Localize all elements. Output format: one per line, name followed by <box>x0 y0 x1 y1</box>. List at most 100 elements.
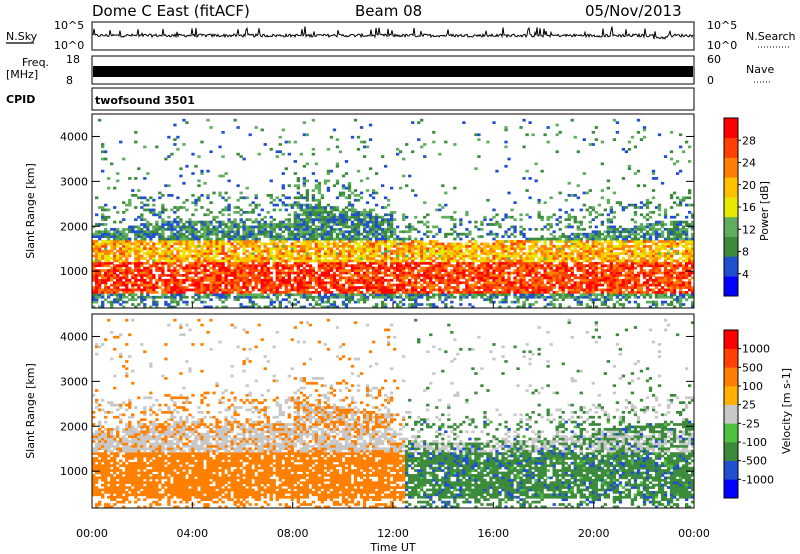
power-cell <box>534 252 538 255</box>
power-cell <box>152 298 156 302</box>
power-cell <box>179 298 183 302</box>
power-cell <box>377 244 382 248</box>
power-cell <box>104 261 108 265</box>
power-cell <box>549 286 553 289</box>
power-cell <box>134 305 138 309</box>
power-cell <box>155 247 159 251</box>
power-cell <box>362 242 367 246</box>
power-cell <box>510 208 514 212</box>
power-cell <box>287 254 291 258</box>
power-cell <box>368 249 373 253</box>
power-cell <box>426 242 430 246</box>
power-cell <box>326 223 331 226</box>
power-cell <box>305 293 310 297</box>
power-cell <box>161 208 165 212</box>
power-cell <box>540 286 544 289</box>
power-cell <box>314 247 319 251</box>
power-cell <box>377 249 382 253</box>
freq-series <box>93 66 693 77</box>
power-cell <box>107 271 111 275</box>
power-cell <box>290 257 294 260</box>
power-cell <box>362 140 367 144</box>
power-cell <box>558 281 562 285</box>
power-cell <box>317 249 322 253</box>
power-cell <box>182 295 186 299</box>
power-cell <box>591 283 595 287</box>
power-cell <box>212 215 216 219</box>
power-cell <box>101 215 105 219</box>
power-cell <box>549 269 553 272</box>
power-cell <box>128 198 132 202</box>
power-cell <box>260 218 264 221</box>
power-cell <box>176 252 180 255</box>
power-cell <box>558 274 562 277</box>
power-cell <box>371 242 376 246</box>
power-cell <box>230 252 234 255</box>
power-cell <box>450 264 454 268</box>
power-cell <box>359 269 364 272</box>
power-cell <box>525 213 529 217</box>
power-cell <box>116 257 120 260</box>
power-cell <box>459 244 463 248</box>
power-cell <box>453 186 457 190</box>
power-cell <box>248 298 252 302</box>
power-cell <box>203 274 207 277</box>
power-cell <box>326 147 331 151</box>
power-cell <box>383 295 388 299</box>
power-cell <box>272 225 276 229</box>
power-cell <box>200 259 204 263</box>
power-cell <box>519 218 523 221</box>
power-cell <box>296 201 300 205</box>
power-cell <box>480 295 484 299</box>
power-cell <box>233 266 237 270</box>
power-cell <box>561 240 565 243</box>
power-cell <box>101 206 105 209</box>
power-cell <box>362 213 367 217</box>
power-cell <box>212 257 216 260</box>
power-cell <box>329 264 334 268</box>
power-cell <box>152 203 156 207</box>
power-cell <box>167 223 171 226</box>
power-cell <box>230 254 234 258</box>
power-cell <box>426 254 430 258</box>
power-cell <box>429 283 433 287</box>
power-cell <box>260 254 264 258</box>
power-cell <box>380 278 385 282</box>
power-cell <box>585 286 589 289</box>
power-cell <box>579 286 583 289</box>
power-cell <box>513 252 517 255</box>
power-cell <box>275 223 279 226</box>
power-cell <box>414 264 418 268</box>
power-cell <box>248 295 252 299</box>
power-cell <box>486 298 490 302</box>
power-cell <box>531 278 535 282</box>
power-cell <box>248 225 252 229</box>
power-cell <box>239 305 243 309</box>
power-cell <box>194 220 198 224</box>
power-cell <box>414 261 418 265</box>
power-cell <box>350 288 355 292</box>
power-cell <box>429 266 433 270</box>
power-cell <box>323 269 328 272</box>
power-cell <box>338 291 343 294</box>
power-cell <box>582 242 586 246</box>
power-cell <box>414 266 418 270</box>
power-cell <box>254 286 258 289</box>
power-cell <box>380 237 385 241</box>
power-cell <box>350 293 355 297</box>
power-cell <box>423 254 427 258</box>
power-cell <box>380 264 385 268</box>
power-cell <box>365 247 370 251</box>
power-cell <box>218 194 222 197</box>
power-cell <box>441 269 445 272</box>
power-cell <box>540 235 544 238</box>
power-cell <box>179 230 183 234</box>
power-cell <box>179 266 183 270</box>
power-cell <box>438 242 442 246</box>
power-cell <box>191 240 195 243</box>
power-cell <box>396 274 400 277</box>
power-cell <box>353 232 358 236</box>
power-cell <box>576 295 580 299</box>
power-cell <box>516 247 520 251</box>
power-cell <box>152 213 156 217</box>
